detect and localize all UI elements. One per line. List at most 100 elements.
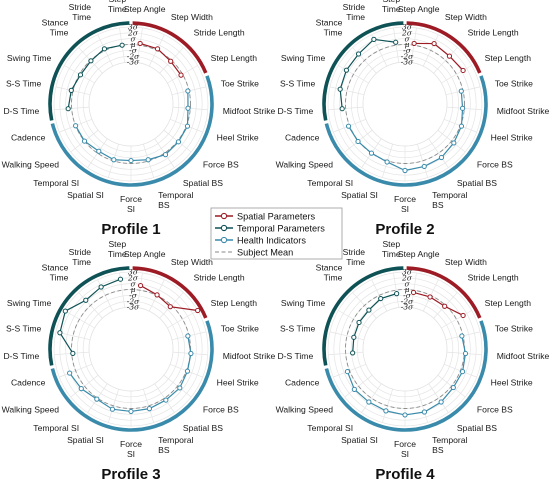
data-point-spatial-stride-length [167, 304, 173, 310]
axis-label-midfoot-strike: Midfoot Strike [223, 351, 276, 361]
axis-label-step-angle: Step Angle [124, 4, 166, 14]
axis-label-step-angle: Step Angle [124, 249, 166, 259]
series-line-spatial [414, 42, 464, 71]
data-point-spatial-stride-length [446, 53, 453, 59]
axis-label-toe-strike: Toe Strike [495, 324, 533, 334]
legend-label-spatial: Spatial Parameters [237, 211, 316, 221]
axis-label-heel-strike: Heel Strike [217, 378, 259, 388]
radial-tick-label: 2σ [401, 28, 413, 37]
axis-label-stride-length: Stride Length [194, 273, 245, 283]
data-point-health-force-si [402, 412, 408, 418]
grid-spoke [433, 47, 458, 74]
axis-label-temporal-si: Temporal SI [33, 178, 79, 188]
grid-spoke [428, 138, 449, 168]
data-point-health-midfoot-strike [459, 105, 466, 111]
radial-tick-label: μ [405, 285, 410, 294]
data-point-health-walking-speed [351, 386, 357, 392]
data-point-health-force-si [128, 157, 134, 164]
data-point-health-toe-strike [459, 333, 465, 339]
data-point-temporal-s-s-time [68, 87, 74, 93]
data-point-health-walking-speed [355, 138, 361, 145]
data-point-health-toe-strike [458, 88, 464, 94]
axis-label-force-si: Force [394, 194, 416, 204]
category-band-spatial [132, 21, 208, 74]
category-band-spatial [406, 266, 482, 319]
grid-spoke [167, 310, 198, 329]
data-point-health-toe-strike [185, 333, 191, 339]
data-point-temporal-d-s-time [70, 350, 76, 356]
axis-label-force-si: Force [120, 194, 142, 204]
data-point-health-spatial-si [109, 406, 116, 412]
radial-tick-label: 3σ [402, 23, 413, 32]
radial-tick-label: -σ [129, 291, 138, 300]
radial-tick-label: 3σ [128, 268, 139, 277]
category-band-health [324, 75, 488, 187]
data-point-temporal-swing-time [356, 319, 362, 326]
data-point-temporal-step-time [117, 276, 124, 282]
data-point-spatial-step-angle [137, 282, 144, 289]
data-point-health-force-bs [451, 140, 457, 146]
axis-label-spatial-si: Spatial SI [341, 435, 378, 445]
axis-label-midfoot-strike: Midfoot Strike [223, 106, 276, 116]
axis-label-temporal-bs: BS [432, 200, 444, 210]
data-point-health-force-si [402, 167, 408, 174]
grid-spoke [97, 279, 114, 312]
axis-label-stance-time: Stance [316, 263, 343, 273]
axis-label-d-s-time: D-S Time [3, 351, 39, 361]
axis-label-stride-time: Stride [69, 247, 92, 257]
data-point-health-walking-speed [81, 138, 88, 144]
axis-label-spatial-bs: Spatial BS [183, 423, 223, 433]
radial-tick-label: -σ [403, 46, 412, 55]
data-point-health-spatial-si [384, 159, 390, 165]
axis-label-spatial-bs: Spatial BS [457, 178, 497, 188]
legend-marker-health [220, 236, 228, 244]
data-point-spatial-step-angle [410, 289, 417, 296]
radial-tick-label: μ [131, 285, 136, 294]
data-point-health-temporal-si [368, 150, 375, 156]
radial-tick-label: 2σ [127, 273, 139, 282]
axis-label-step-length: Step Length [485, 298, 532, 308]
data-point-spatial-step-width [154, 292, 160, 298]
axis-label-s-s-time: S-S Time [6, 324, 42, 334]
axis-label-spatial-si: Spatial SI [341, 190, 378, 200]
data-point-health-force-si [128, 408, 134, 415]
axis-label-s-s-time: S-S Time [280, 79, 316, 89]
data-point-health-temporal-bs [421, 409, 428, 415]
axis-label-spatial-bs: Spatial BS [457, 423, 497, 433]
grid-inner-ring [88, 306, 174, 392]
radial-tick-label: -2σ [127, 52, 140, 61]
radial-tick-label: σ [130, 279, 136, 288]
legend: Spatial Parameters Temporal Parameters H… [210, 207, 343, 260]
category-band-temporal [48, 21, 130, 121]
axis-label-force-bs: Force BS [203, 159, 239, 169]
axis-label-walking-speed: Walking Speed [276, 159, 334, 169]
series-line-temporal [67, 44, 123, 109]
radial-tick-label: σ [404, 34, 410, 43]
axis-label-toe-strike: Toe Strike [495, 79, 533, 89]
series-line-spatial [139, 42, 182, 76]
axis-label-cadence: Cadence [285, 133, 320, 143]
category-band-temporal [322, 21, 404, 121]
axis-label-cadence: Cadence [11, 133, 46, 143]
data-point-temporal-d-s-time [339, 106, 345, 112]
axis-label-force-si: Force [120, 439, 142, 449]
radial-tick-label: 2σ [401, 273, 413, 282]
grid-ring [88, 61, 174, 147]
data-point-health-heel-strike [459, 368, 466, 375]
axis-label-s-s-time: S-S Time [280, 324, 316, 334]
data-point-spatial-step-width [431, 40, 437, 47]
grid-inner-ring [362, 61, 448, 147]
axis-label-step-angle: Step Angle [398, 4, 440, 14]
data-point-health-spatial-si [111, 157, 117, 163]
axis-label-force-si: SI [401, 449, 409, 459]
axis-label-d-s-time: D-S Time [3, 106, 39, 116]
legend-label-health: Health Indicators [237, 235, 306, 245]
data-point-health-spatial-bs [162, 152, 169, 158]
data-point-spatial-step-length [178, 72, 184, 78]
axis-label-stance-time: Time [324, 273, 343, 283]
axis-label-stance-time: Time [50, 28, 69, 38]
axis-label-step-time: Time [108, 249, 127, 259]
axis-label-temporal-si: Temporal SI [307, 423, 353, 433]
